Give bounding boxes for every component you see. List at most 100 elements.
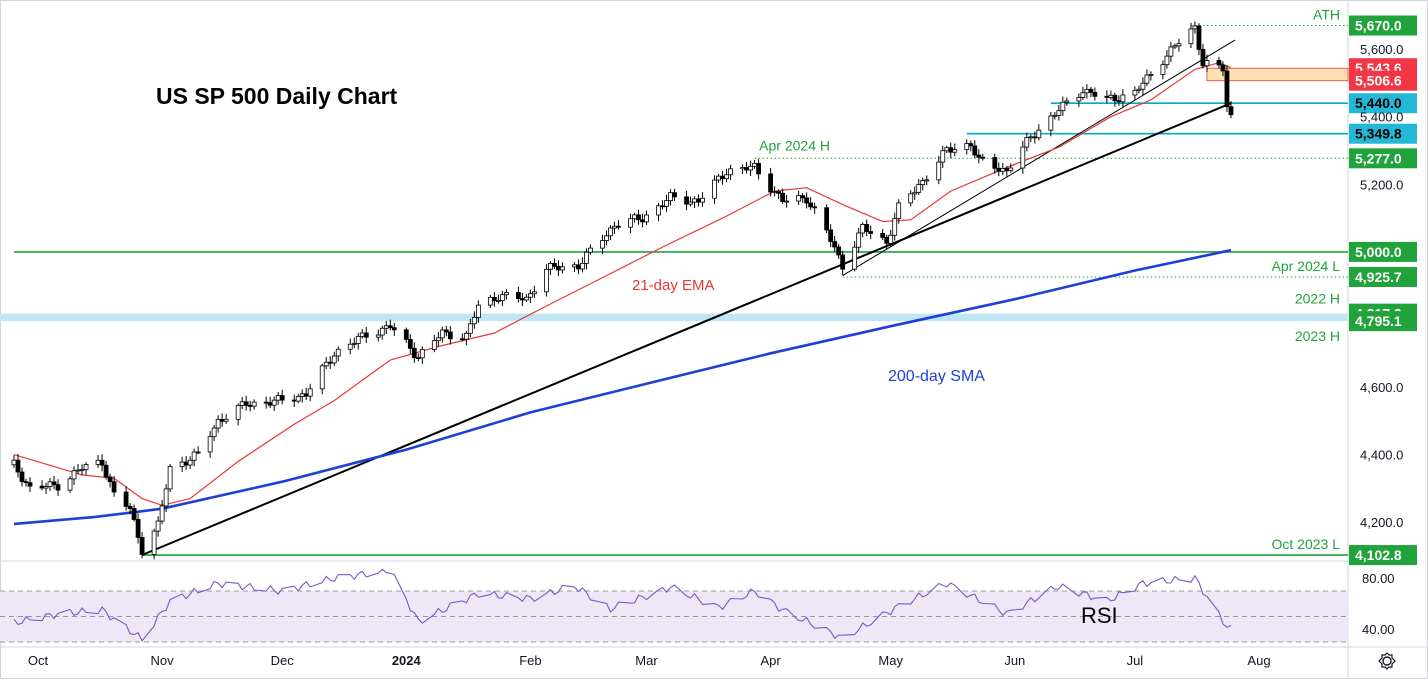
price-tick-label: 4,600.0 [1360, 380, 1403, 395]
time-tick-label: Oct [28, 653, 49, 668]
candle-body [632, 214, 637, 220]
candle-body [271, 399, 277, 406]
candle-body [756, 162, 761, 175]
candle-body [712, 179, 717, 199]
candle-body [1076, 97, 1082, 102]
time-tick-label: May [878, 653, 903, 668]
price-tick-label: 4,200.0 [1360, 515, 1403, 530]
main-trendline [141, 102, 1232, 556]
candle-body [976, 154, 982, 158]
candle-body [19, 471, 25, 482]
price-tick-label: 5,600.0 [1360, 42, 1403, 57]
candle-body [832, 241, 838, 248]
candle-body [75, 469, 81, 472]
candle-body [503, 292, 509, 296]
time-tick-label: Apr [760, 653, 781, 668]
candle-body [51, 481, 57, 486]
candle-body [391, 327, 397, 331]
candle-body [463, 332, 469, 340]
candle-body [243, 401, 249, 406]
candle-body [139, 537, 145, 555]
candle-body [251, 401, 257, 407]
price-tick-label: 5,200.0 [1360, 177, 1403, 192]
candle-body [1120, 94, 1126, 103]
candle-body [1228, 106, 1234, 116]
settings-gear-icon[interactable] [1378, 652, 1396, 670]
candle-body [167, 466, 173, 490]
zone-low-value: 5,506.6 [1355, 73, 1402, 89]
candle-body [1028, 136, 1034, 139]
candle-body [1048, 115, 1054, 131]
candle-body [475, 304, 481, 318]
candle-body [548, 262, 553, 270]
candle-body [387, 325, 393, 329]
candle-body [223, 418, 229, 422]
candle-body [247, 404, 253, 407]
candle-body [812, 206, 818, 209]
candle-body [720, 175, 725, 180]
time-tick-label: Nov [151, 653, 175, 668]
candle-body [1020, 146, 1026, 169]
price-tick-label: 4,400.0 [1360, 448, 1403, 463]
candle-body [127, 505, 133, 509]
candle-body [303, 393, 309, 397]
candle-body [183, 461, 189, 466]
candle-body [383, 325, 389, 329]
candle-body [656, 205, 661, 216]
candle-body [403, 329, 409, 340]
candle-body [363, 332, 369, 338]
candle-body [347, 343, 353, 350]
candle-body [608, 227, 613, 237]
rsi-line [13, 568, 1232, 642]
candle-body [636, 214, 641, 221]
candle-body [600, 240, 605, 249]
sma-label: 200-day SMA [888, 368, 985, 385]
candle-body [972, 145, 978, 156]
candle-body [351, 343, 357, 345]
candle-body [728, 168, 733, 176]
candle-body [207, 436, 213, 453]
support-5349-value: 5,349.8 [1355, 126, 1402, 142]
candle-body [123, 491, 129, 507]
candle-body [768, 173, 773, 193]
candle-body [103, 464, 109, 478]
candle-body [375, 334, 381, 338]
candle-body [604, 235, 609, 242]
candle-body [968, 143, 974, 147]
candle-body [1216, 60, 1222, 66]
candle-body [920, 180, 926, 186]
short-trendline [842, 39, 1236, 276]
candle-body [71, 470, 77, 480]
candle-body [1036, 129, 1042, 139]
chart-title: US SP 500 Daily Chart [156, 83, 398, 109]
candle-body [860, 224, 866, 234]
candle-body [628, 218, 633, 228]
candle-body [576, 264, 581, 270]
rsi-label: RSI [1081, 603, 1118, 628]
candle-body [1192, 25, 1198, 30]
ema-21-line [13, 62, 1232, 506]
candle-body [1052, 114, 1058, 117]
candle-body [1148, 73, 1154, 76]
candle-body [780, 192, 786, 203]
candle-body [996, 167, 1002, 172]
candle-body [211, 427, 217, 438]
ath-badge [1349, 15, 1417, 36]
candle-body [443, 329, 449, 333]
band-low-badge [1349, 311, 1417, 332]
oct-2023-low-label: Oct 2023 L [1272, 536, 1341, 552]
candle-body [884, 236, 890, 244]
candle-body [612, 225, 617, 229]
candle-body [191, 451, 197, 461]
candle-body [776, 191, 782, 194]
candle-body [1200, 49, 1206, 67]
candle-body [359, 332, 365, 337]
candle-body [111, 481, 117, 493]
candle-body [800, 195, 806, 199]
candle-body [544, 268, 549, 293]
candle-body [992, 157, 998, 169]
candle-body [700, 197, 705, 203]
candle-body [495, 300, 501, 302]
